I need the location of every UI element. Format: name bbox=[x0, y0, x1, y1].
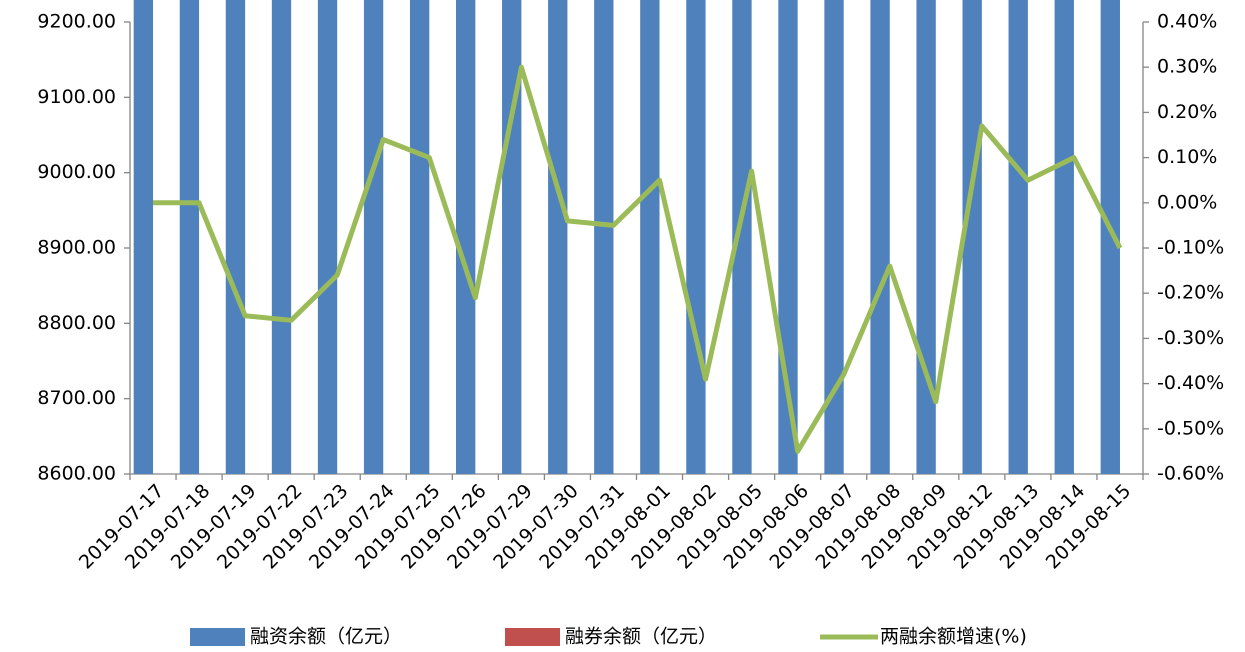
bar bbox=[409, 0, 430, 474]
y2-tick-label: -0.30% bbox=[1157, 327, 1224, 349]
line bbox=[153, 64, 1123, 454]
y2-tick-label: -0.10% bbox=[1157, 237, 1224, 259]
y-tick-label: 8700.00 bbox=[37, 387, 116, 409]
bar bbox=[502, 0, 522, 474]
y2-tick-label: -0.20% bbox=[1157, 282, 1224, 304]
bar bbox=[870, 0, 890, 474]
legend-swatch bbox=[190, 628, 245, 646]
y2-tick-label: 0.00% bbox=[1157, 191, 1217, 213]
bar bbox=[133, 0, 154, 474]
bar bbox=[594, 0, 614, 474]
y2-tick-label: 0.10% bbox=[1157, 146, 1217, 168]
y-tick-label: 8900.00 bbox=[37, 237, 116, 259]
legend-label: 融券余额（亿元） bbox=[565, 626, 717, 648]
bar bbox=[548, 0, 568, 474]
y2-tick-label: 0.20% bbox=[1157, 101, 1217, 123]
bar bbox=[962, 0, 982, 474]
bar bbox=[640, 0, 660, 474]
legend-label: 融资余额（亿元） bbox=[250, 626, 402, 648]
y-tick-label: 9200.00 bbox=[37, 11, 116, 33]
y2-tick-label: 0.30% bbox=[1157, 56, 1217, 78]
legend-label: 两融余额增速(%) bbox=[880, 626, 1027, 648]
bar bbox=[179, 0, 200, 474]
bar bbox=[225, 0, 246, 474]
bar bbox=[363, 0, 384, 474]
bar bbox=[916, 0, 936, 474]
bar bbox=[456, 0, 476, 474]
bar bbox=[271, 0, 292, 474]
y2-tick-label: -0.60% bbox=[1157, 463, 1224, 485]
bar bbox=[732, 0, 752, 474]
bar bbox=[1100, 0, 1120, 474]
bar bbox=[1054, 0, 1074, 474]
bar bbox=[317, 0, 338, 474]
y-tick-label: 8600.00 bbox=[37, 463, 116, 485]
y-tick-label: 9000.00 bbox=[37, 161, 116, 183]
legend-swatch bbox=[505, 628, 560, 646]
y-tick-label: 9100.00 bbox=[37, 86, 116, 108]
bar bbox=[824, 0, 844, 474]
y2-tick-label: -0.40% bbox=[1157, 372, 1224, 394]
bar bbox=[686, 0, 706, 474]
y2-tick-label: 0.40% bbox=[1157, 11, 1217, 33]
y-tick-label: 8800.00 bbox=[37, 312, 116, 334]
bar bbox=[1008, 0, 1028, 474]
y2-tick-label: -0.50% bbox=[1157, 417, 1224, 439]
